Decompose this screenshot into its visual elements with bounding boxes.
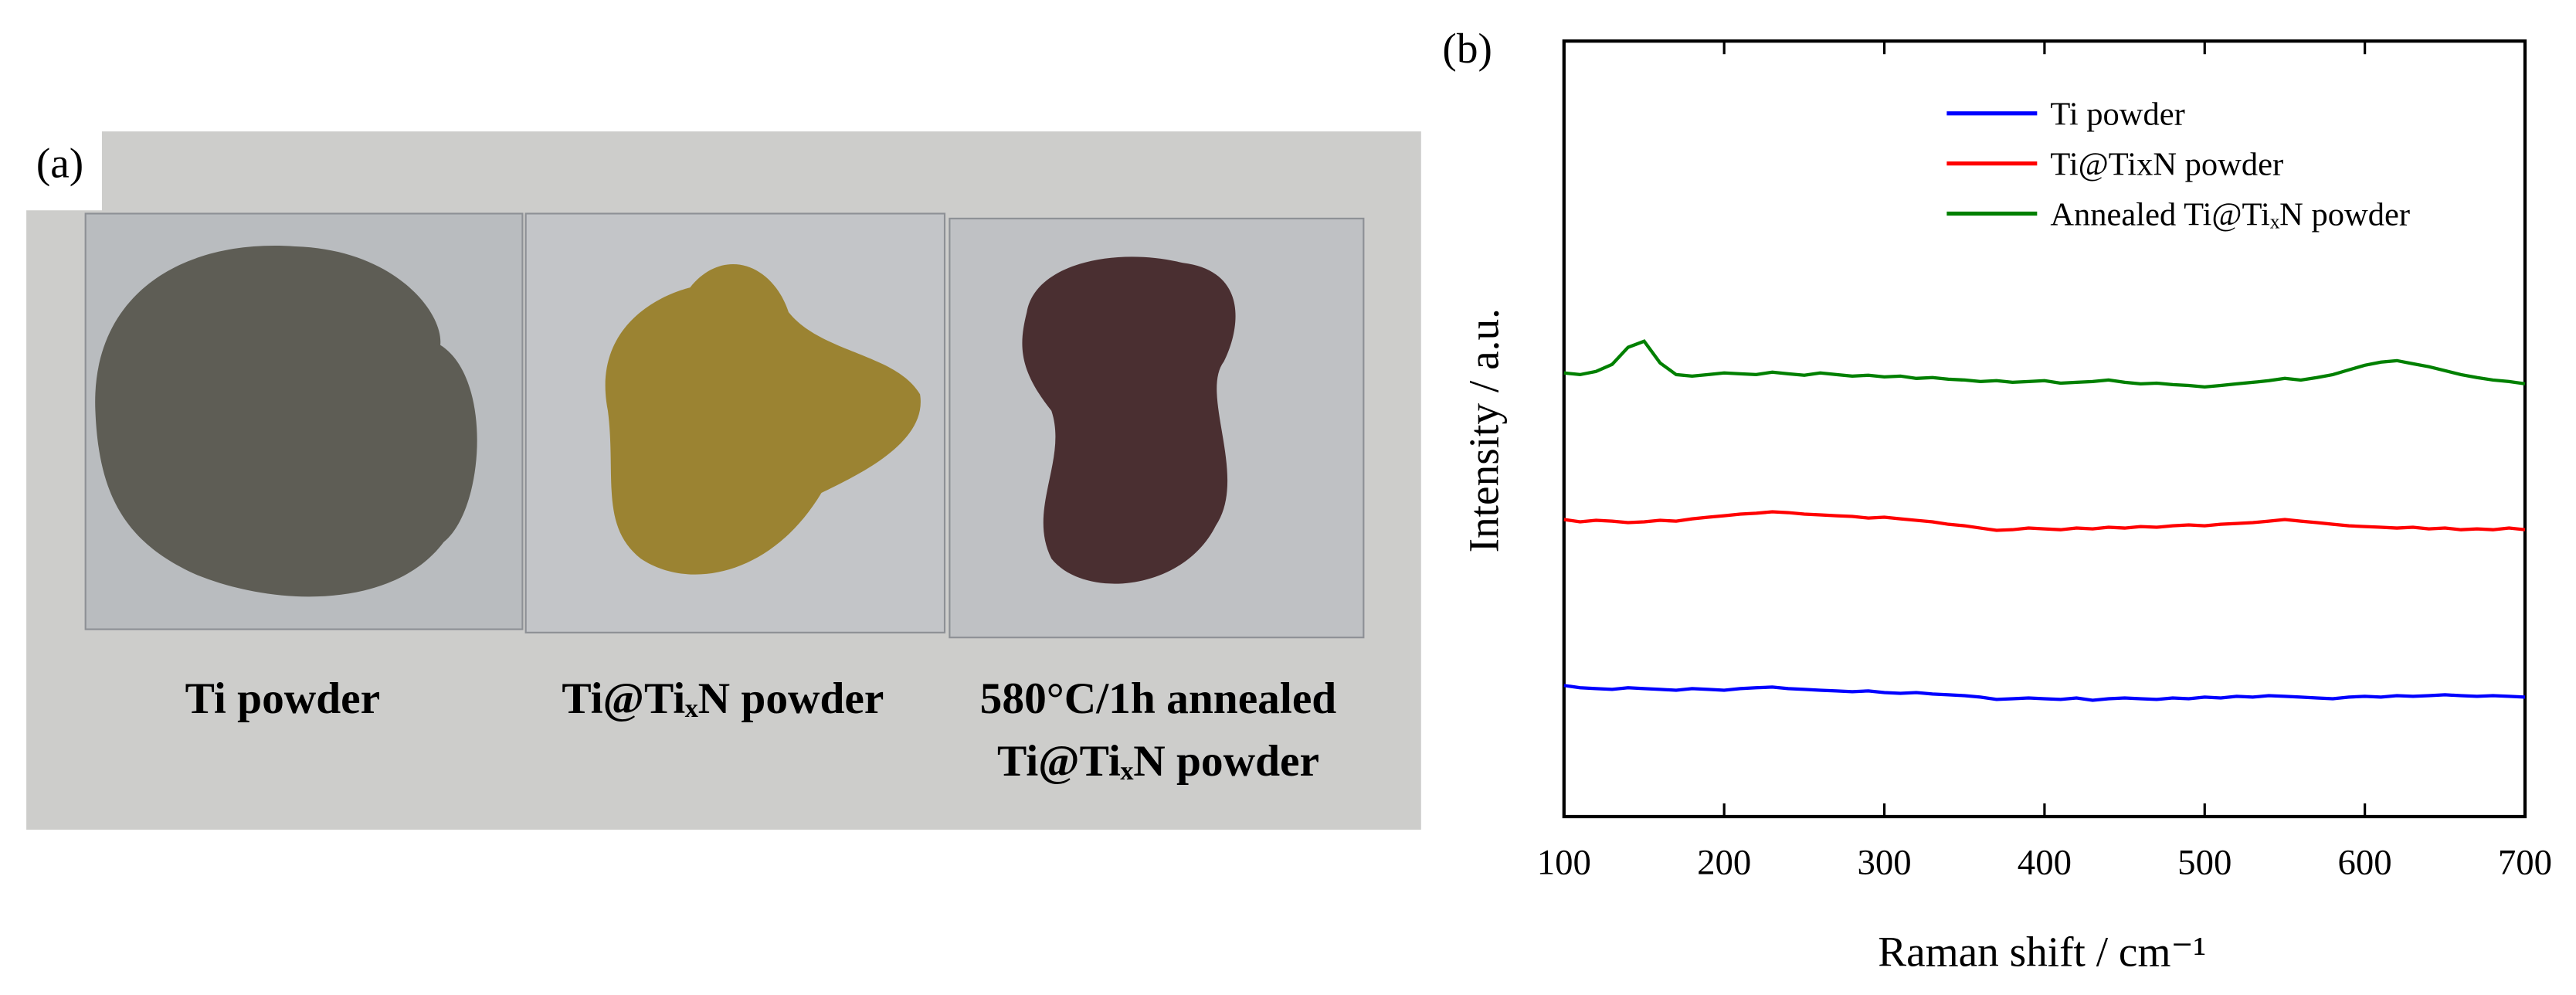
x-tick-label: 400: [2018, 842, 2072, 882]
x-tick-label: 300: [1857, 842, 1911, 882]
sample-label: 580°C/1h annealed: [980, 674, 1337, 723]
y-axis-label: Intensity / a.u.: [1461, 308, 1508, 552]
photo: [26, 131, 1421, 830]
series-line: [1563, 339, 2526, 389]
series-line: [1563, 510, 2526, 532]
legend-label: Ti powder: [2050, 97, 2184, 133]
series-line: [1563, 684, 2526, 702]
x-tick-label: 600: [2338, 842, 2392, 882]
legend-label: Annealed Ti@TiₓN powder: [2050, 196, 2410, 233]
sample-label: Ti@TiₓN powder: [997, 737, 1319, 786]
x-tick-label: 500: [2177, 842, 2232, 882]
x-axis-label: Raman shift / cm⁻¹: [1878, 929, 2206, 976]
panel-label: (a): [36, 140, 83, 187]
x-tick-label: 700: [2498, 842, 2552, 882]
panel-label: (b): [1442, 25, 1492, 72]
legend-label: Ti@TixN powder: [2050, 147, 2283, 183]
x-tick-label: 100: [1537, 842, 1591, 882]
sample-label: Ti powder: [185, 674, 381, 723]
sample-label: Ti@TiₓN powder: [562, 674, 884, 723]
x-tick-label: 200: [1697, 842, 1751, 882]
